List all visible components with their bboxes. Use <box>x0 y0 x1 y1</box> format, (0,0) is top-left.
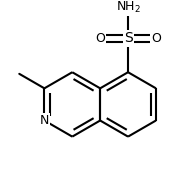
Text: N: N <box>40 114 49 127</box>
Text: S: S <box>124 31 132 45</box>
Text: O: O <box>151 32 161 45</box>
Text: O: O <box>95 32 105 45</box>
Text: NH$_2$: NH$_2$ <box>116 0 141 15</box>
